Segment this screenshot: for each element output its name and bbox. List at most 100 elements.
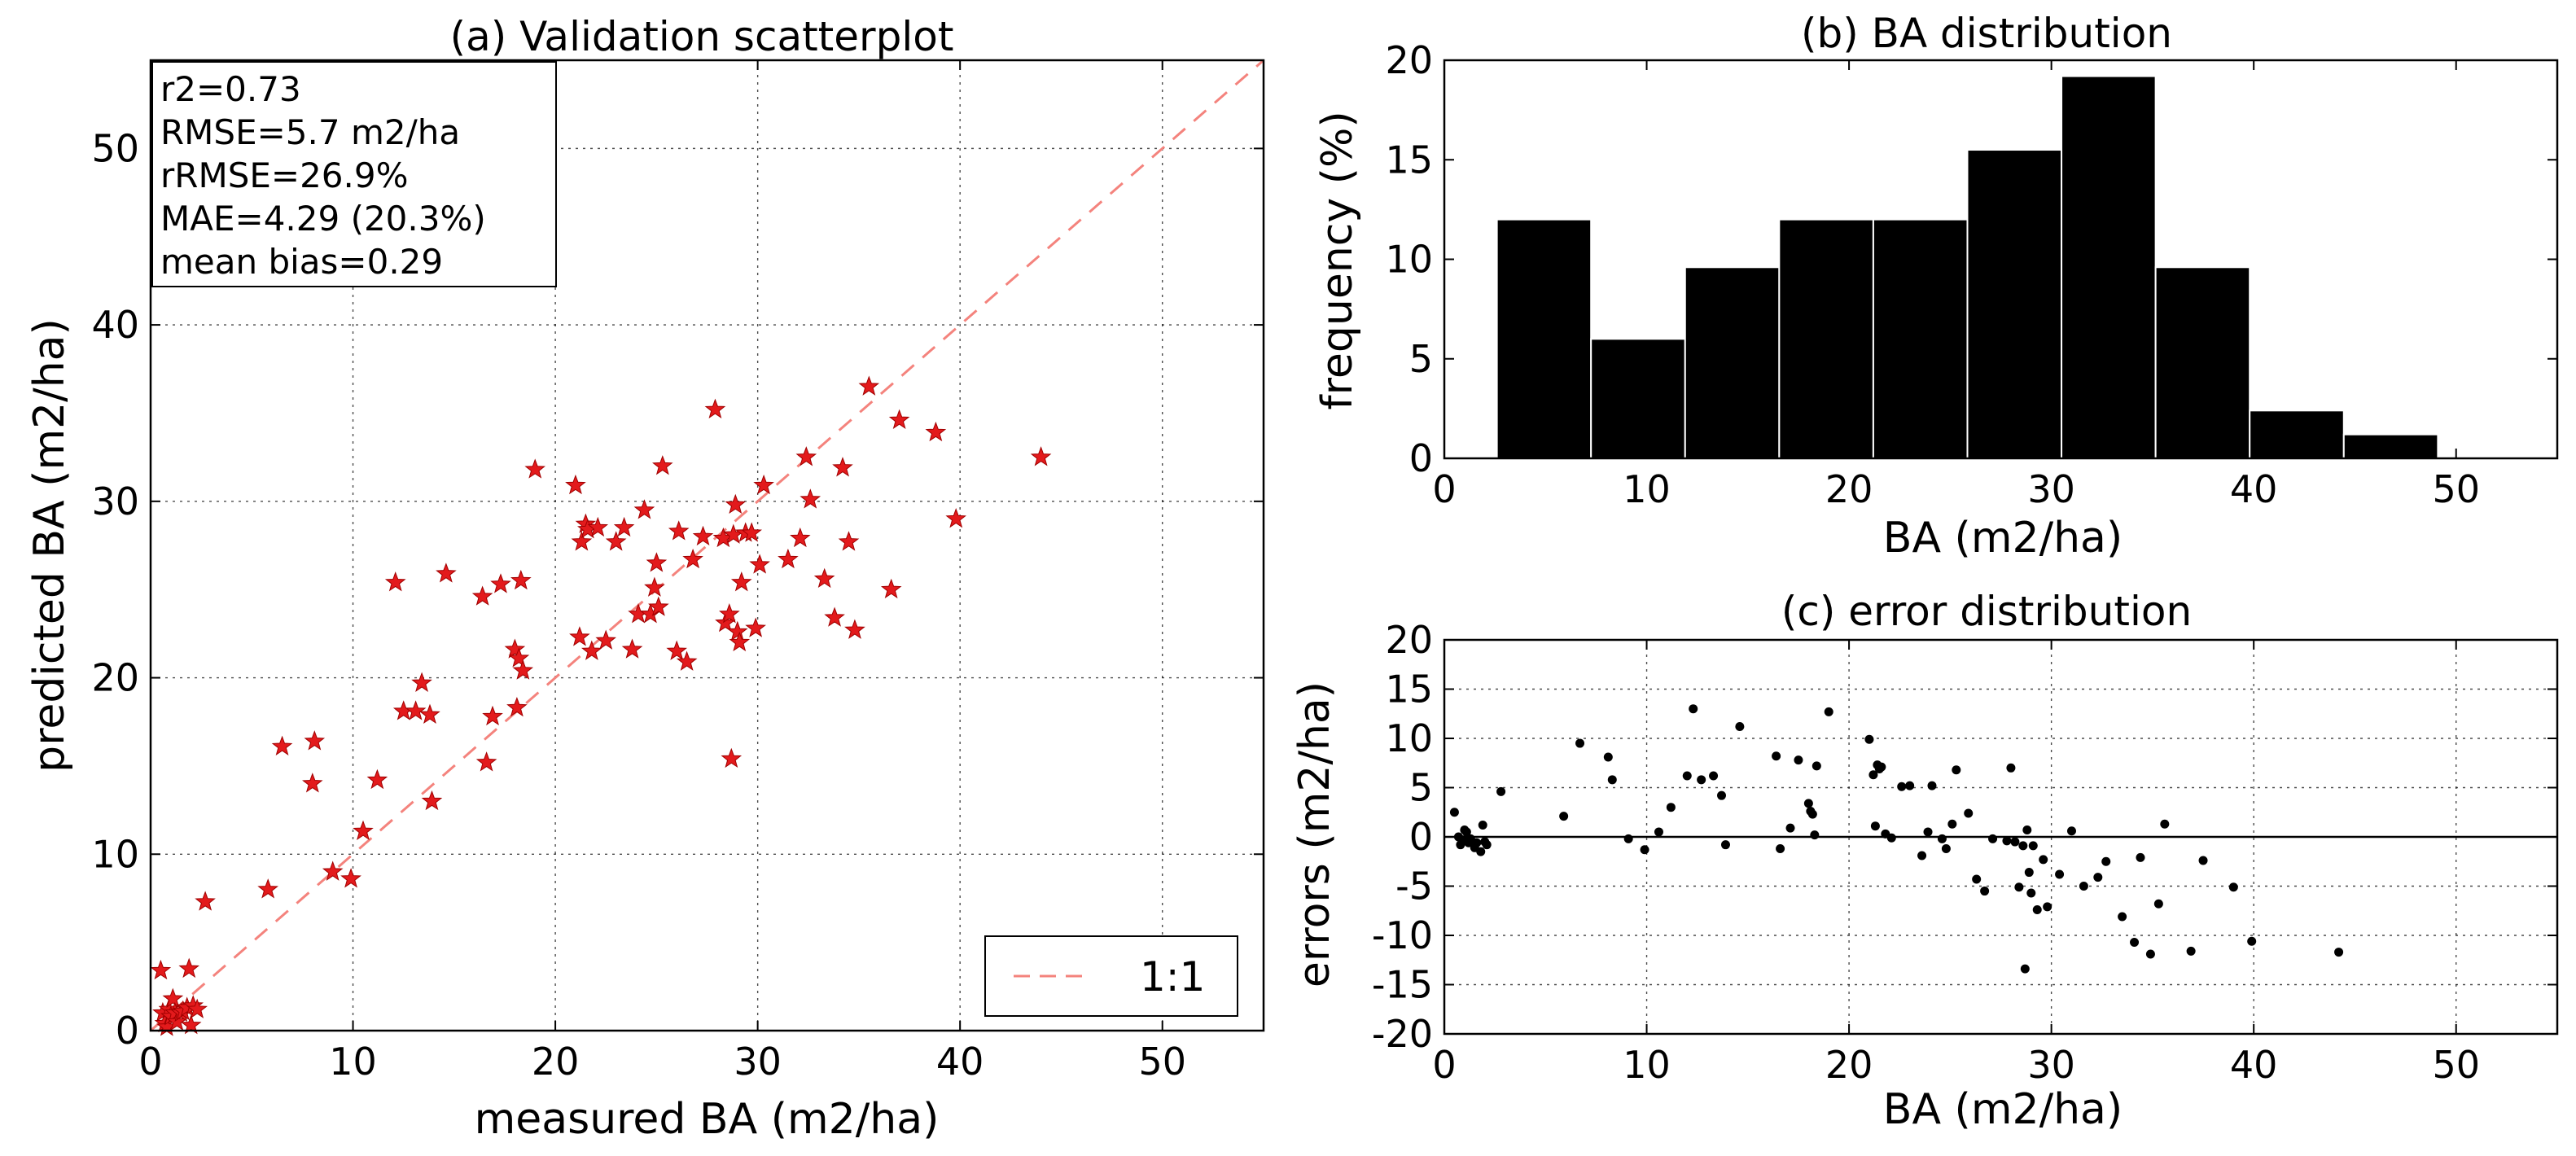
panel-c-ytick-label: 10 — [1385, 716, 1433, 760]
panel-a-point — [605, 531, 627, 551]
panel-b-ylabel: frequency (%) — [1313, 111, 1362, 409]
panel-c-point — [1772, 751, 1781, 761]
panel-a-point — [648, 596, 669, 616]
panel-c-point — [1864, 734, 1874, 744]
panel-c-point — [1472, 838, 1482, 847]
panel-c-point — [1640, 845, 1649, 855]
panel-a-point — [838, 531, 860, 551]
panel-a-point — [888, 409, 910, 429]
panel-a-point — [436, 563, 457, 583]
panel-a-point — [366, 768, 388, 790]
panel-b-ticks: 0 10 20 30 40 50 0 5 10 15 20 — [1385, 38, 2557, 511]
panel-c-point — [1980, 887, 1990, 896]
panel-a-point — [633, 499, 655, 519]
panel-a-point — [725, 493, 747, 515]
panel-c-point — [2247, 936, 2257, 946]
panel-c-point — [1917, 851, 1927, 860]
panel-c-ytick-label: 15 — [1385, 668, 1433, 712]
panel-a-point — [644, 576, 665, 597]
panel-c-point — [2198, 856, 2208, 865]
panel-c-point — [2032, 905, 2042, 915]
panel-b-bar — [1684, 266, 1781, 459]
panel-a-point — [587, 516, 609, 537]
panel-c-point — [1905, 781, 1915, 790]
panel-b-bar — [1966, 149, 2063, 459]
panel-a-point — [340, 868, 361, 888]
panel-c-point — [1682, 771, 1692, 781]
panel-a-point — [571, 531, 593, 551]
panel-a-point — [729, 631, 751, 652]
panel-a-point — [421, 790, 443, 811]
panel-a-point — [945, 508, 966, 528]
panel-c-point — [1868, 770, 1878, 780]
panel-a-point — [524, 458, 545, 479]
panel-a-point — [666, 640, 687, 660]
panel-a-ytick-label: 20 — [91, 656, 139, 700]
panel-c-point — [1877, 762, 1886, 772]
panel-a-point — [162, 987, 184, 1008]
panel-a-point — [490, 573, 511, 593]
panel-c-point — [2024, 868, 2034, 878]
panel-c-point — [2020, 964, 2030, 974]
panel-b-xtick-label: 50 — [2432, 467, 2480, 511]
panel-c-xtick-label: 40 — [2230, 1043, 2278, 1087]
panel-a-legend: 1:1 — [984, 935, 1238, 1017]
panel-a-point — [925, 421, 947, 442]
panel-a-point — [506, 696, 528, 717]
panel-c-xtick-label: 20 — [1825, 1043, 1873, 1087]
panel-b-xlabel: BA (m2/ha) — [1883, 514, 2123, 563]
panel-c-point — [2006, 763, 2016, 773]
panel-a-point — [482, 705, 503, 726]
panel-a-point — [508, 647, 530, 668]
panel-c-xlabel: BA (m2/ha) — [1883, 1085, 2123, 1134]
panel-a-point — [832, 457, 853, 477]
panel-a-points — [150, 375, 1052, 1036]
panel-c-point — [2186, 946, 2196, 956]
panel-c-point — [1785, 823, 1795, 833]
panel-c-point — [2039, 855, 2048, 865]
panel-c-point — [2136, 852, 2145, 862]
panel-a-point — [257, 878, 278, 899]
panel-c-point — [1807, 809, 1817, 819]
panel-c-point — [1947, 819, 1957, 829]
panel-c-point — [1607, 775, 1617, 785]
panel-c-ytick-label: -10 — [1372, 913, 1433, 957]
panel-a-xtick-label: 50 — [1138, 1040, 1186, 1084]
stat-mae: MAE=4.29 (20.3%) — [160, 199, 486, 239]
panel-c-point — [2079, 882, 2088, 891]
panel-c-ytick-label: -20 — [1372, 1012, 1433, 1056]
panel-a-reference-line — [150, 59, 1264, 1032]
panel-c-point — [2093, 873, 2103, 882]
panel-a-ytick-label: 0 — [116, 1009, 139, 1053]
panel-c-point — [1897, 782, 1907, 791]
panel-a-point — [510, 569, 532, 590]
panel-c-xtick-label: 30 — [2027, 1043, 2075, 1087]
panel-c-xtick-label: 10 — [1623, 1043, 1671, 1087]
panel-c-xtick-label: 50 — [2432, 1043, 2480, 1087]
panel-a-point — [180, 1014, 202, 1035]
panel-c-point — [1654, 827, 1663, 837]
panel-b-ytick-label: 5 — [1409, 337, 1433, 381]
panel-c-point — [1988, 834, 1998, 843]
panel-c-point — [2018, 841, 2028, 851]
panel-a-point — [411, 672, 432, 692]
panel-a-xtick-label: 10 — [329, 1040, 377, 1084]
panel-a-stats-box: r2=0.73 RMSE=5.7 m2/ha rRMSE=26.9% MAE=4… — [151, 61, 557, 287]
panel-c-point — [2118, 912, 2127, 922]
panel-c-point — [1735, 721, 1745, 731]
panel-a-point — [353, 820, 374, 840]
panel-a-point — [475, 751, 497, 772]
panel-c-point — [2130, 937, 2140, 947]
panel-c-point — [1689, 704, 1698, 714]
panel-a-point — [676, 650, 698, 671]
panel-a-point — [595, 629, 616, 650]
panel-a-point — [813, 567, 835, 589]
panel-c-point — [1964, 808, 1974, 818]
panel-a-point — [195, 891, 216, 911]
panel-c-point — [1794, 755, 1803, 765]
panel-a-point — [721, 747, 743, 768]
panel-c-point — [1496, 786, 1506, 796]
panel-c-point — [1623, 834, 1633, 843]
panel-c-title: (c) error distribution — [1781, 588, 2192, 635]
